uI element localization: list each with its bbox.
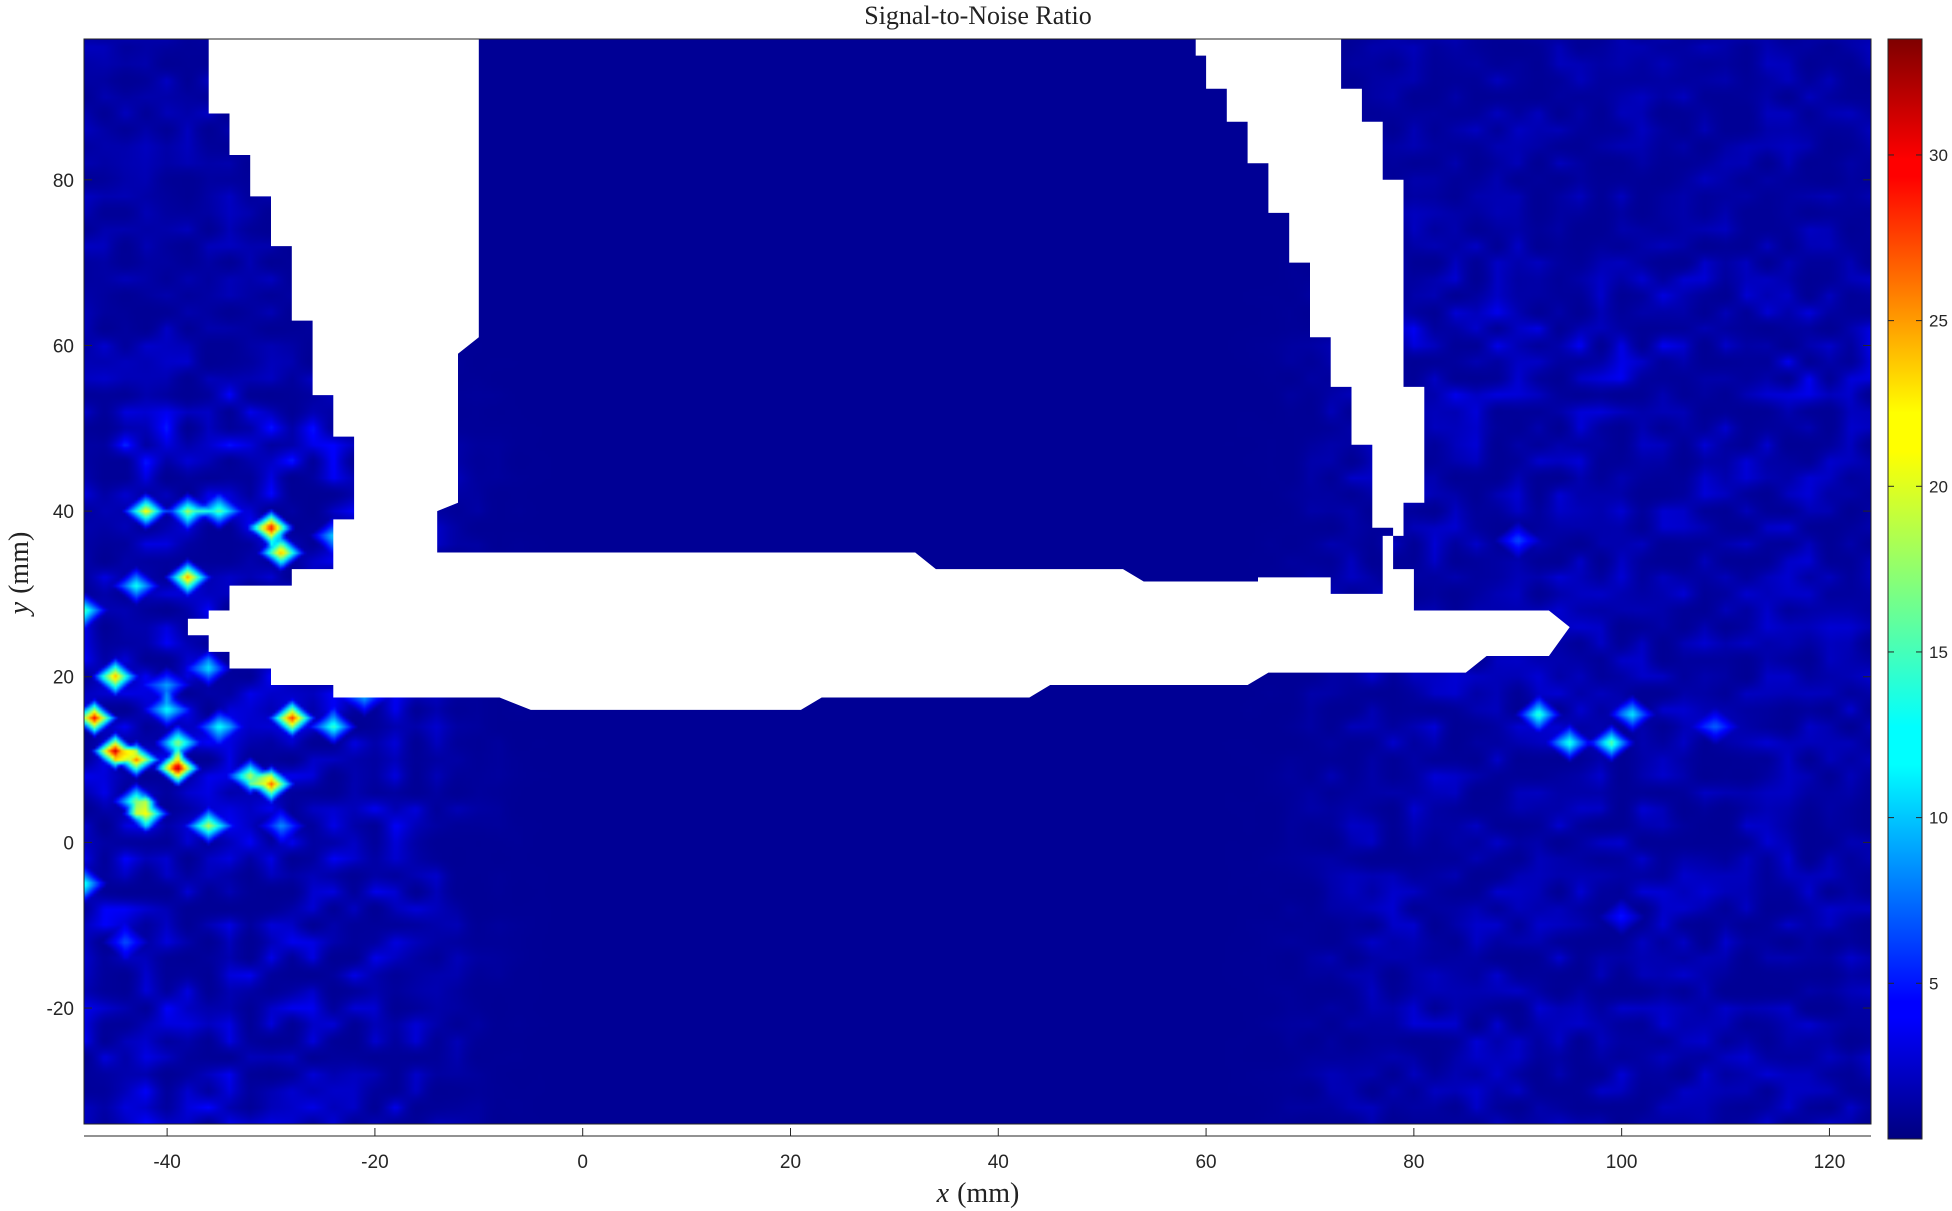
y-axis-unit: (mm) xyxy=(4,532,35,594)
x-tick-label: 120 xyxy=(1814,1152,1846,1173)
x-axis-label: x (mm) xyxy=(936,1178,1020,1209)
masked-region-0 xyxy=(187,39,1570,710)
x-tick-label: 0 xyxy=(577,1152,588,1173)
x-tick-label: 40 xyxy=(988,1152,1009,1173)
y-tick-label: 0 xyxy=(63,833,74,854)
chart-title: Signal-to-Noise Ratio xyxy=(864,1,1091,30)
x-axis-ticks: -40 -20 0 20 40 60 80 100 120 xyxy=(153,1128,1845,1173)
x-tick-label: 60 xyxy=(1195,1152,1216,1173)
y-tick-label: 60 xyxy=(53,336,74,357)
colorbar-tick-label: 25 xyxy=(1929,312,1948,331)
x-axis-var: x xyxy=(936,1178,950,1209)
x-tick-label: -20 xyxy=(361,1152,388,1173)
x-tick-label: 20 xyxy=(780,1152,801,1173)
x-axis-unit: (mm) xyxy=(957,1178,1019,1209)
x-tick-label: 100 xyxy=(1606,1152,1638,1173)
colorbar-gradient xyxy=(1887,38,1923,1140)
y-tick-label: 20 xyxy=(53,668,74,689)
x-tick-label: -40 xyxy=(153,1152,180,1173)
y-tick-label: -20 xyxy=(47,999,74,1020)
y-axis-var: y xyxy=(4,601,35,617)
plot-frame xyxy=(83,38,1872,1125)
colorbar-ticks: 5 10 15 20 25 30 xyxy=(1888,146,1948,993)
y-tick-label: 40 xyxy=(53,502,74,523)
y-tick-label: 80 xyxy=(53,171,74,192)
plot-area xyxy=(84,39,1871,1124)
y-axis-ticks: -20 0 20 40 60 80 xyxy=(47,171,1871,1020)
colorbar-tick-label: 30 xyxy=(1929,146,1948,165)
colorbar-tick-label: 10 xyxy=(1929,809,1948,828)
masked-region-layer xyxy=(187,39,1570,710)
y-axis-label: y (mm) xyxy=(4,532,35,618)
colorbar-tick-label: 15 xyxy=(1929,643,1948,662)
colorbar: 5 10 15 20 25 30 xyxy=(1887,38,1948,1140)
colorbar-tick-label: 20 xyxy=(1929,477,1948,496)
x-tick-label: 80 xyxy=(1403,1152,1424,1173)
colorbar-tick-label: 5 xyxy=(1929,974,1938,993)
